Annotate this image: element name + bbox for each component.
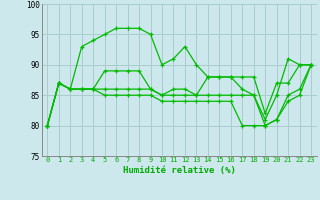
X-axis label: Humidité relative (%): Humidité relative (%) — [123, 166, 236, 175]
